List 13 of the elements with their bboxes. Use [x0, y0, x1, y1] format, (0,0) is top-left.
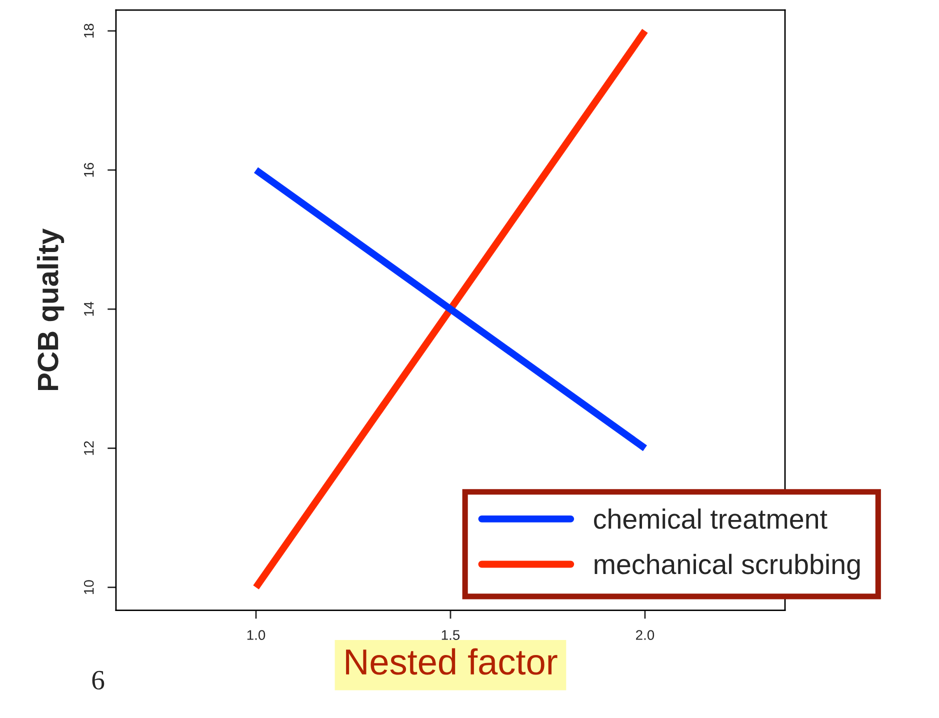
y-tick-label: 16 — [84, 162, 94, 177]
y-axis-title: PCB quality — [36, 228, 64, 390]
x-tick-label: 1.5 — [442, 630, 460, 640]
y-tick-label: 18 — [84, 24, 94, 38]
y-tick-label: 10 — [84, 580, 94, 594]
x-tick-label: 2.0 — [636, 630, 654, 640]
text: 6 — [92, 670, 104, 690]
x-tick-label: 1.0 — [247, 630, 266, 640]
x-axis-title: Nested factor — [346, 648, 558, 675]
legend-label: chemical treatment — [594, 508, 828, 529]
legend-label: mechanical scrubbing — [594, 554, 860, 580]
y-tick-label: 12 — [84, 441, 94, 455]
y-tick-label: 14 — [84, 302, 94, 316]
